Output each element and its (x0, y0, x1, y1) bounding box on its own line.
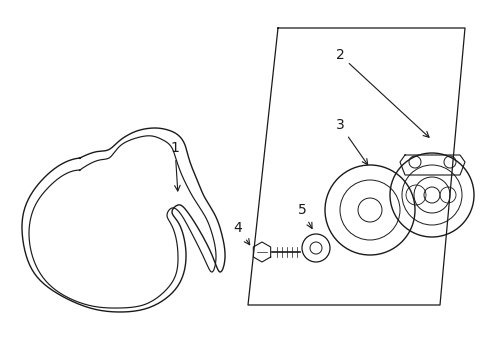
Text: 5: 5 (297, 203, 311, 229)
Text: 4: 4 (233, 221, 249, 245)
Text: 3: 3 (335, 118, 367, 165)
Text: 1: 1 (170, 141, 180, 191)
Text: 2: 2 (335, 48, 428, 137)
